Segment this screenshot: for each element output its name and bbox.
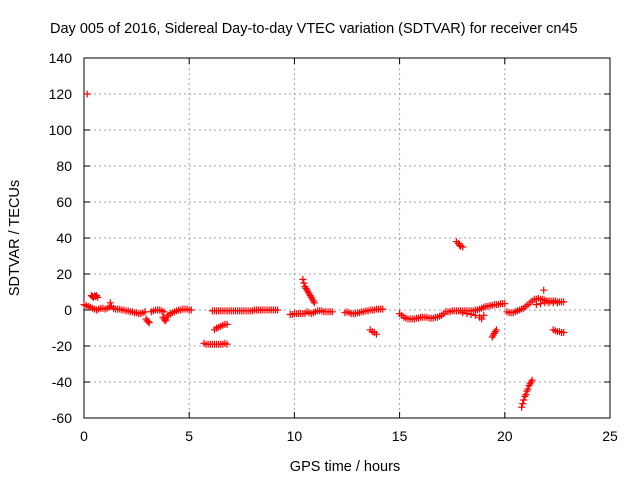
y-tick-label: -40	[52, 374, 72, 390]
data-point	[524, 385, 532, 393]
data-point	[299, 275, 307, 283]
data-point	[467, 311, 475, 318]
x-tick-label: 25	[602, 428, 618, 444]
data-point	[223, 320, 231, 328]
data-point	[459, 309, 467, 317]
data-point	[187, 306, 195, 314]
data-point	[459, 243, 467, 251]
data-point	[300, 279, 308, 287]
data-point	[540, 286, 548, 294]
data-point	[372, 330, 380, 338]
data-point	[553, 299, 561, 307]
y-tick-label: 140	[49, 50, 73, 66]
data-point	[456, 241, 464, 249]
data-point	[463, 310, 471, 318]
x-tick-label: 10	[287, 428, 303, 444]
data-point	[520, 396, 528, 404]
chart-title: Day 005 of 2016, Sidereal Day-to-day VTE…	[50, 21, 578, 37]
data-point	[518, 403, 526, 411]
y-tick-label: 100	[49, 122, 73, 138]
x-tick-label: 20	[497, 428, 513, 444]
data-point	[501, 300, 509, 308]
data-point	[83, 90, 91, 98]
data-point	[310, 299, 318, 307]
x-tick-label: 0	[80, 428, 88, 444]
data-point	[223, 340, 231, 348]
x-tick-labels: 0 5 10 15 20 25	[80, 428, 618, 444]
axis-ticks	[83, 57, 611, 419]
data-point	[519, 400, 527, 408]
data-point	[480, 311, 488, 319]
data-point	[522, 391, 530, 399]
y-tick-label: 60	[56, 194, 72, 210]
x-axis-label: GPS time / hours	[290, 459, 400, 475]
y-tick-label: 80	[56, 158, 72, 174]
data-point	[492, 326, 500, 334]
y-tick-label: -20	[52, 338, 72, 354]
data-point	[328, 308, 336, 316]
data-point	[560, 298, 568, 306]
y-tick-label: 0	[64, 302, 72, 318]
x-tick-label: 15	[392, 428, 408, 444]
data-point	[160, 308, 168, 316]
x-tick-label: 5	[185, 428, 193, 444]
y-tick-label: 120	[49, 86, 73, 102]
data-point	[161, 317, 169, 325]
data-point	[532, 301, 540, 309]
data-point	[145, 319, 153, 327]
y-tick-labels: -60 -40 -20 0 20 40 60 80 100 120 140	[49, 50, 73, 426]
data-point	[94, 293, 102, 301]
data-point	[471, 311, 479, 319]
data-point	[144, 318, 152, 326]
y-tick-label: -60	[52, 410, 72, 426]
data-point	[528, 376, 536, 384]
y-axis-label: SDTVAR / TECUs	[7, 180, 23, 296]
data-point	[141, 308, 149, 316]
data-point	[537, 300, 545, 308]
y-tick-label: 20	[56, 266, 72, 282]
data-point	[478, 315, 486, 323]
data-point	[274, 306, 282, 314]
y-tick-label: 40	[56, 230, 72, 246]
data-point	[560, 329, 568, 336]
data-point	[106, 299, 114, 307]
data-points	[80, 90, 568, 411]
data-point	[379, 305, 387, 313]
grid	[84, 58, 610, 418]
plot-frame	[83, 57, 611, 419]
